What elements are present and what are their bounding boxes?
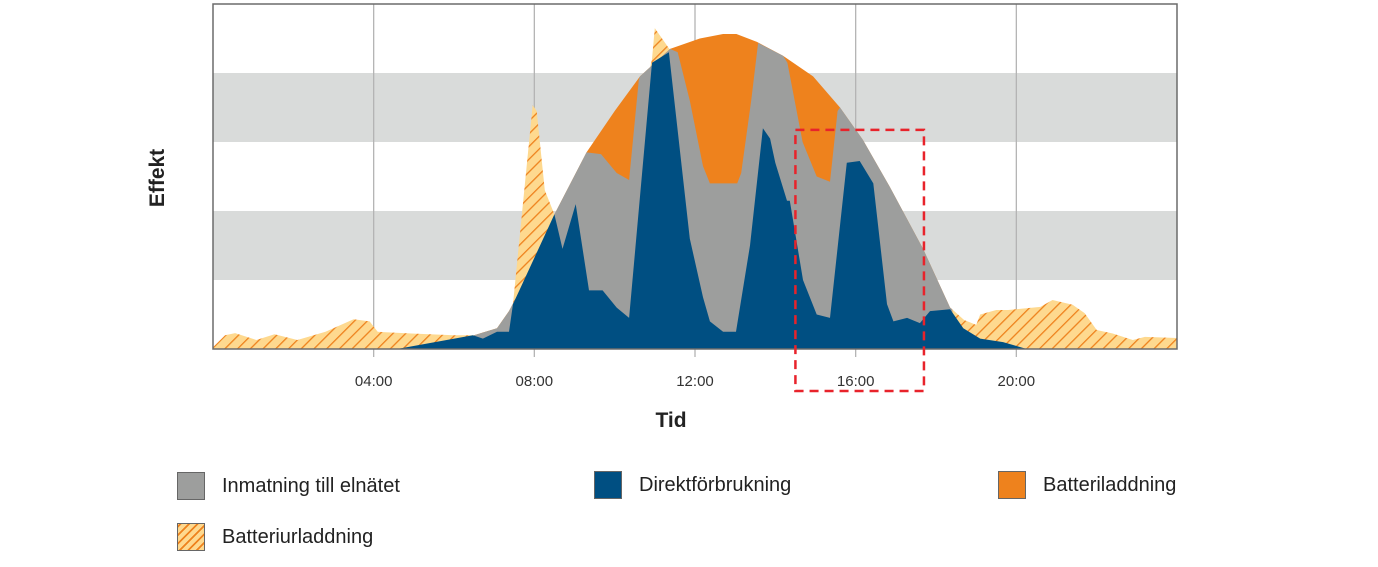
x-tick-label: 08:00 [516,373,554,390]
legend-swatch [177,472,205,500]
x-tick-label: 16:00 [837,373,875,390]
legend-item-discharge: Batteriurladdning [177,523,373,551]
x-tick-labels: 04:00 08:00 12:00 16:00 20:00 [355,373,1035,390]
x-tick-label: 20:00 [998,373,1036,390]
x-tick-label: 12:00 [676,373,714,390]
highlight-box [794,128,926,393]
legend-item-direct: Direktförbrukning [594,471,791,499]
legend-swatch [594,471,622,499]
legend-label: Batteriladdning [1043,473,1177,496]
legend-label: Inmatning till elnätet [222,474,400,497]
area-series [213,28,1177,350]
legend-item-feedin: Inmatning till elnätet [177,472,400,500]
area-direct [213,52,1177,350]
legend-swatch-hatched [177,523,205,551]
x-axis-label: Tid [655,409,686,432]
plot-frame [212,3,1178,350]
legend-item-charge: Batteriladdning [998,471,1176,499]
area-feedin [466,43,957,349]
y-axis-label: Effekt [146,149,169,207]
legend-label: Batteriurladdning [222,525,374,548]
legend-swatch [998,471,1026,499]
legend-label: Direktförbrukning [639,473,792,496]
x-tick-label: 04:00 [355,373,393,390]
